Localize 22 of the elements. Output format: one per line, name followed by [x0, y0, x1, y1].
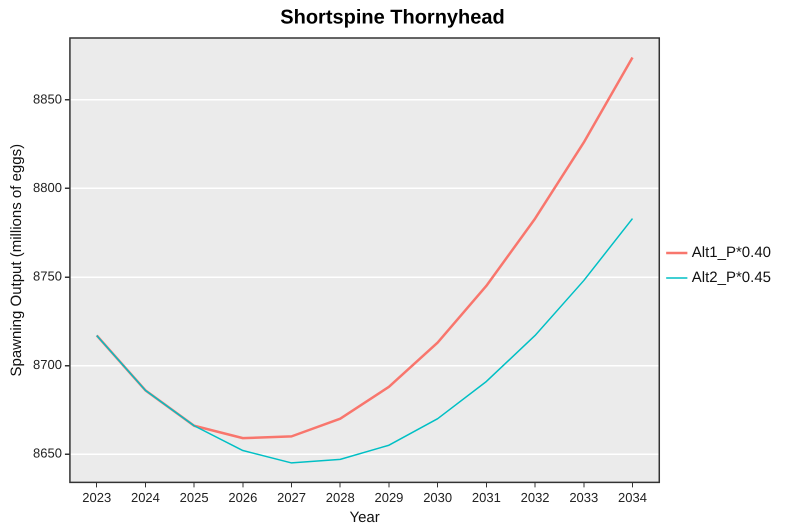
- x-tick-label: 2033: [569, 490, 598, 505]
- y-axis-title: Spawning Output (millions of eggs): [8, 144, 26, 377]
- y-tick-label: 8650: [33, 446, 62, 461]
- x-tick-label: 2030: [423, 490, 452, 505]
- chart-title: Shortspine Thornyhead: [280, 6, 505, 29]
- x-tick-label: 2027: [277, 490, 306, 505]
- x-tick-label: 2025: [180, 490, 209, 505]
- y-tick-label: 8850: [33, 92, 62, 107]
- x-tick-label: 2028: [326, 490, 355, 505]
- y-tick-label: 8750: [33, 268, 62, 284]
- x-tick-label: 2023: [82, 490, 112, 505]
- x-tick-label: 2024: [130, 490, 160, 505]
- y-tick-label: 8800: [33, 180, 62, 196]
- legend-label: Alt2_P*0.45: [692, 269, 772, 286]
- legend-label: Alt1_P*0.40: [692, 244, 772, 262]
- x-tick-label: 2034: [618, 490, 647, 505]
- x-axis-title: Year: [349, 509, 380, 526]
- x-tick-label: 2032: [520, 490, 550, 505]
- x-tick-label: 2029: [374, 490, 404, 505]
- x-tick-label: 2031: [472, 490, 501, 505]
- x-tick-label: 2026: [228, 490, 258, 505]
- y-tick-label: 8700: [33, 357, 62, 372]
